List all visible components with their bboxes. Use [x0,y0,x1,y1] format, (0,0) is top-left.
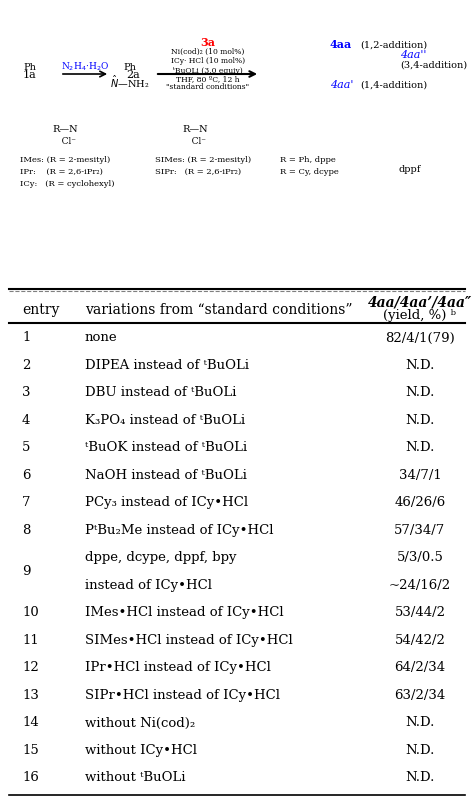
Text: without ᵗBuOLi: without ᵗBuOLi [85,770,185,783]
Text: 4aa': 4aa' [330,80,354,90]
Text: 8: 8 [22,523,30,536]
Text: N.D.: N.D. [405,770,435,783]
Text: 4aa: 4aa [330,40,352,50]
Text: IMes•HCl instead of ICy•HCl: IMes•HCl instead of ICy•HCl [85,606,283,619]
Text: N.D.: N.D. [405,414,435,427]
Text: (1,2-addition): (1,2-addition) [360,41,427,49]
Text: entry: entry [22,303,59,316]
Text: variations from “standard conditions”: variations from “standard conditions” [85,303,353,316]
Text: 15: 15 [22,743,39,756]
Text: (1,4-addition): (1,4-addition) [360,80,427,89]
Text: IPr:    (R = 2,6-iPr₂): IPr: (R = 2,6-iPr₂) [20,168,103,176]
Text: 54/42/2: 54/42/2 [394,633,446,646]
Text: none: none [85,331,118,344]
Text: PCy₃ instead of ICy•HCl: PCy₃ instead of ICy•HCl [85,496,248,508]
Text: DIPEA instead of ᵗBuOLi: DIPEA instead of ᵗBuOLi [85,358,249,371]
Text: 4aa/4aa’/4aa″: 4aa/4aa’/4aa″ [368,296,472,310]
Text: 9: 9 [22,564,30,577]
Text: 1a: 1a [23,70,37,80]
Text: R—N: R—N [52,126,78,135]
Text: 10: 10 [22,606,39,619]
Text: IMes: (R = 2-mesityl): IMes: (R = 2-mesityl) [20,156,110,164]
Text: 14: 14 [22,715,39,728]
Text: (yield, %) ᵇ: (yield, %) ᵇ [383,309,456,322]
Text: 3a: 3a [201,37,216,49]
Text: 5/3/0.5: 5/3/0.5 [397,551,444,564]
Text: R = Ph, dppe: R = Ph, dppe [280,156,336,164]
Text: 3: 3 [22,386,30,399]
Text: N.D.: N.D. [405,441,435,454]
Text: Ph: Ph [24,63,36,72]
Text: 12: 12 [22,661,39,674]
Text: without Ni(cod)₂: without Ni(cod)₂ [85,715,195,728]
Text: 11: 11 [22,633,39,646]
Text: ᵗBuOK instead of ᵗBuOLi: ᵗBuOK instead of ᵗBuOLi [85,441,247,454]
Text: N.D.: N.D. [405,358,435,371]
Text: R = Cy, dcype: R = Cy, dcype [280,168,339,176]
Text: 1: 1 [22,331,30,344]
Text: NaOH instead of ᵗBuOLi: NaOH instead of ᵗBuOLi [85,469,247,482]
Text: 64/2/34: 64/2/34 [394,661,446,674]
Text: 16: 16 [22,770,39,783]
Text: 5: 5 [22,441,30,454]
Text: 46/26/6: 46/26/6 [394,496,446,508]
Text: 4aa'': 4aa'' [400,50,427,60]
Text: ~24/16/2: ~24/16/2 [389,578,451,591]
Text: instead of ICy•HCl: instead of ICy•HCl [85,578,212,591]
Text: 57/34/7: 57/34/7 [394,523,446,536]
Text: SIMes: (R = 2-mesityl): SIMes: (R = 2-mesityl) [155,156,251,164]
Text: 13: 13 [22,689,39,702]
Text: K₃PO₄ instead of ᵗBuOLi: K₃PO₄ instead of ᵗBuOLi [85,414,245,427]
Text: SIPr•HCl instead of ICy•HCl: SIPr•HCl instead of ICy•HCl [85,689,280,702]
Text: Cl⁻: Cl⁻ [183,137,207,146]
Text: without ICy•HCl: without ICy•HCl [85,743,197,756]
Text: ICy· HCl (10 mol%): ICy· HCl (10 mol%) [171,57,245,65]
Text: N$_2$H$_4$·H$_2$O: N$_2$H$_4$·H$_2$O [61,61,109,73]
Text: THF, 80 ºC, 12 h: THF, 80 ºC, 12 h [176,75,240,83]
Text: N.D.: N.D. [405,743,435,756]
Text: 7: 7 [22,496,30,508]
Text: IPr•HCl instead of ICy•HCl: IPr•HCl instead of ICy•HCl [85,661,271,674]
Text: 2a: 2a [126,70,140,80]
Text: PᵗBu₂Me instead of ICy•HCl: PᵗBu₂Me instead of ICy•HCl [85,523,273,536]
Text: dppe, dcype, dppf, bpy: dppe, dcype, dppf, bpy [85,551,237,564]
Text: N.D.: N.D. [405,386,435,399]
Text: 53/44/2: 53/44/2 [394,606,446,619]
Text: ᵗBuOLi (3.0 equiv): ᵗBuOLi (3.0 equiv) [173,67,243,75]
Text: dppf: dppf [399,165,421,174]
Text: Ni(cod)₂ (10 mol%): Ni(cod)₂ (10 mol%) [171,48,245,56]
Text: 4: 4 [22,414,30,427]
Text: 63/2/34: 63/2/34 [394,689,446,702]
Text: $\hat{N}$—NH₂: $\hat{N}$—NH₂ [110,74,150,90]
Text: R—N: R—N [182,126,208,135]
Text: DBU instead of ᵗBuOLi: DBU instead of ᵗBuOLi [85,386,237,399]
Text: ICy:   (R = cyclohexyl): ICy: (R = cyclohexyl) [20,180,115,188]
Text: "standard conditions": "standard conditions" [166,83,250,91]
Text: SIPr:   (R = 2,6-iPr₂): SIPr: (R = 2,6-iPr₂) [155,168,241,176]
Text: Cl⁻: Cl⁻ [54,137,76,146]
Text: 2: 2 [22,358,30,371]
Text: (3,4-addition): (3,4-addition) [400,61,467,70]
Text: Ph: Ph [124,63,137,72]
Text: SIMes•HCl instead of ICy•HCl: SIMes•HCl instead of ICy•HCl [85,633,293,646]
Text: 6: 6 [22,469,30,482]
Text: 82/4/1(79): 82/4/1(79) [385,331,455,344]
Text: N.D.: N.D. [405,715,435,728]
Text: 34/7/1: 34/7/1 [399,469,441,482]
